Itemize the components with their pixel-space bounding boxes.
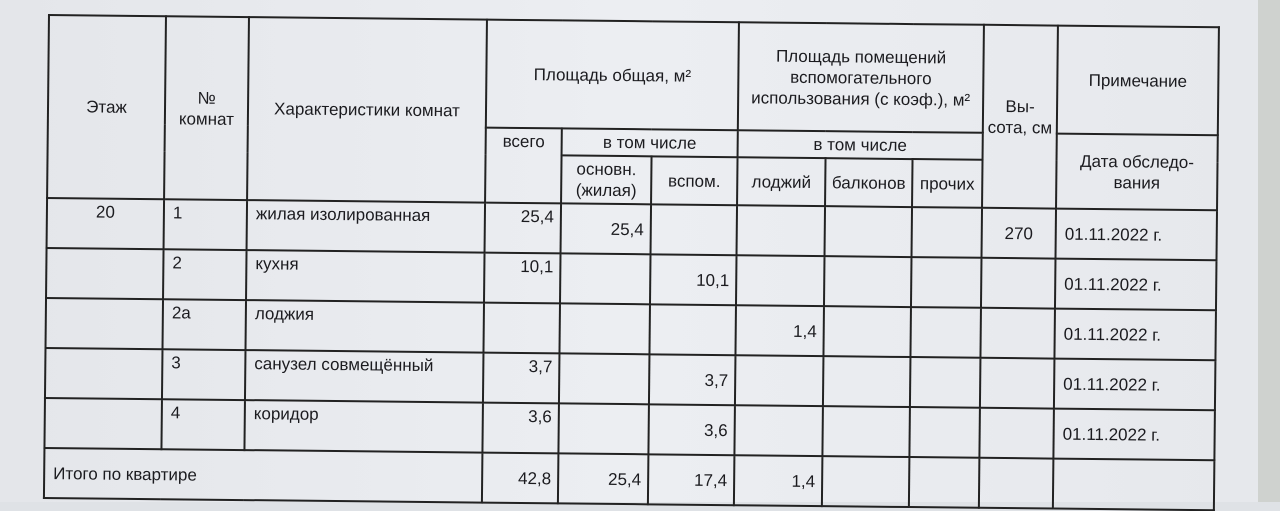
cell-name: коридор <box>244 400 483 453</box>
cell-floor: 20 <box>46 198 165 250</box>
cell-room: 2а <box>162 299 247 351</box>
rooms-table: Этаж № комнат Характеристики комнат Площ… <box>43 14 1220 511</box>
cell-floor <box>44 347 163 400</box>
paper <box>0 0 1258 502</box>
cell-loggia <box>736 205 826 257</box>
cell-total: 3,6 <box>482 402 559 454</box>
cell-floor <box>44 397 162 450</box>
cell-date: 01.11.2022 г. <box>1055 208 1218 261</box>
cell-other <box>909 407 980 458</box>
cell-aux: 3,6 <box>648 404 735 456</box>
cell-name: санузел совмещённый <box>244 350 484 403</box>
cell-main: 25,4 <box>560 203 652 255</box>
cell-aux: 10,1 <box>649 254 737 306</box>
totals-total: 42,8 <box>481 452 559 504</box>
header-total-area: Площадь общая, м² <box>485 19 739 131</box>
cell-total: 25,4 <box>484 202 562 254</box>
cell-balcony <box>822 356 911 408</box>
totals-label: Итого по квартире <box>43 447 483 503</box>
cell-other <box>911 207 983 258</box>
totals-aux: 17,4 <box>647 454 735 506</box>
cell-other <box>910 307 981 358</box>
cell-name: лоджия <box>245 300 485 353</box>
cell-room: 2 <box>163 249 247 301</box>
cell-date: 01.11.2022 г. <box>1053 408 1215 461</box>
totals-height <box>978 457 1054 509</box>
header-main: основн. (жилая) <box>561 155 652 205</box>
cell-date: 01.11.2022 г. <box>1053 358 1216 411</box>
cell-height <box>980 257 1056 309</box>
background-edge <box>1258 0 1280 502</box>
header-aux-area: Площадь помещений вспомогательного испол… <box>737 22 984 133</box>
header-all: всего <box>485 127 562 204</box>
cell-balcony <box>823 256 912 308</box>
header-note: Примечание <box>1056 25 1219 136</box>
cell-name: жилая изолированная <box>246 200 486 253</box>
header-floor: Этаж <box>47 15 166 200</box>
cell-main <box>558 353 650 405</box>
cell-balcony <box>822 406 910 458</box>
totals-date <box>1052 458 1215 511</box>
totals-other <box>908 457 980 508</box>
cell-other <box>910 257 982 308</box>
cell-height <box>979 407 1054 459</box>
cell-room: 3 <box>161 349 246 401</box>
header-balconies: балконов <box>825 158 913 208</box>
header-room-no: № комнат <box>164 16 249 201</box>
cell-name: кухня <box>246 250 485 303</box>
cell-balcony <box>824 206 913 258</box>
cell-loggia <box>734 355 824 407</box>
totals-balcony <box>821 456 910 508</box>
totals-loggia: 1,4 <box>733 455 823 507</box>
totals-main: 25,4 <box>557 453 649 505</box>
cell-room: 4 <box>161 399 245 451</box>
cell-height: 270 <box>981 207 1057 259</box>
cell-main <box>559 303 650 355</box>
header-survey-date: Дата обследо- вания <box>1056 133 1218 211</box>
header-including-1: в том числе <box>561 128 738 158</box>
header-loggias: лоджий <box>737 157 826 207</box>
cell-floor <box>46 247 164 300</box>
header-other: прочих <box>912 159 983 208</box>
cell-height <box>979 357 1055 409</box>
cell-main <box>558 403 649 455</box>
cell-date: 01.11.2022 г. <box>1054 308 1216 361</box>
cell-date: 01.11.2022 г. <box>1054 258 1217 311</box>
header-including-2: в том числе <box>737 130 983 160</box>
cell-room: 1 <box>163 199 248 251</box>
cell-height <box>980 307 1055 359</box>
cell-total: 10,1 <box>484 252 561 304</box>
cell-loggia <box>734 405 823 457</box>
cell-aux <box>650 204 738 256</box>
cell-main <box>559 253 651 305</box>
cell-loggia <box>735 255 825 307</box>
header-height: Вы- сота, см <box>982 24 1058 209</box>
cell-total: 3,7 <box>482 352 560 404</box>
header-characteristics: Характеристики комнат <box>247 17 487 203</box>
cell-aux <box>649 304 736 356</box>
cell-loggia: 1,4 <box>735 305 824 357</box>
cell-floor <box>45 297 164 350</box>
cell-total <box>483 302 560 354</box>
header-aux: вспом. <box>651 156 738 206</box>
cell-aux: 3,7 <box>648 354 736 406</box>
cell-balcony <box>823 306 911 358</box>
cell-other <box>909 357 981 408</box>
